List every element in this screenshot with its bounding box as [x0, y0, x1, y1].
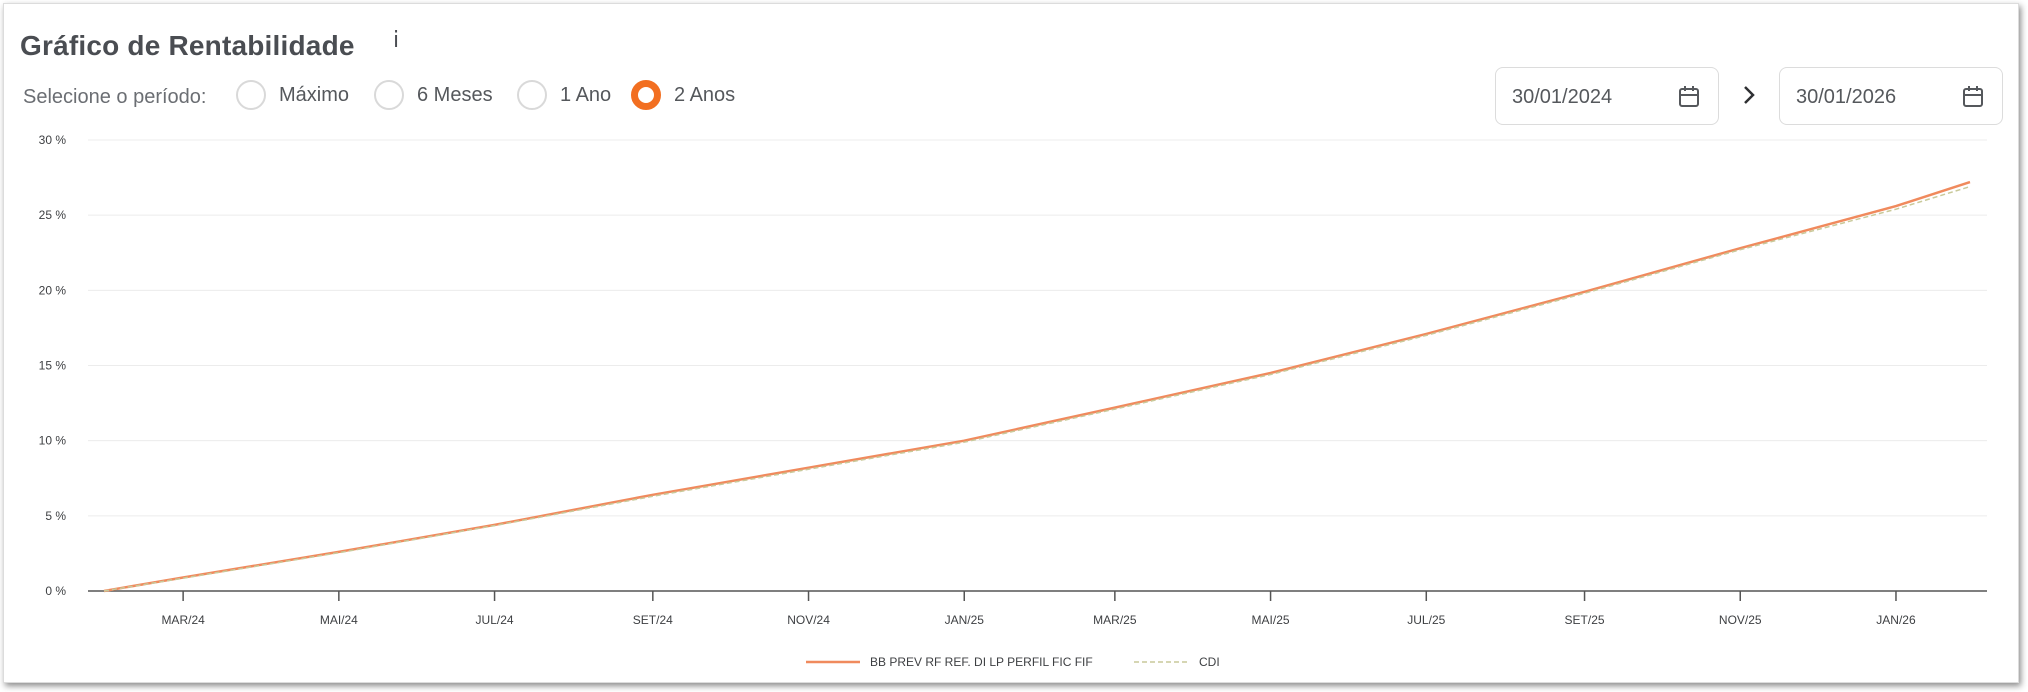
period-option-1-ano[interactable]: 1 Ano	[517, 80, 611, 110]
x-tick-label: JUL/25	[1407, 613, 1445, 627]
legend-fund-label: BB PREV RF REF. DI LP PERFIL FIC FIF	[870, 655, 1093, 669]
page-title: Gráfico de Rentabilidade	[20, 30, 355, 61]
calendar-icon[interactable]	[1962, 85, 1984, 109]
y-tick-label: 10 %	[39, 434, 67, 448]
y-tick-label: 25 %	[39, 208, 67, 222]
x-tick-label: NOV/24	[787, 613, 830, 627]
end-date-field[interactable]: 30/01/2026	[1779, 67, 2003, 125]
period-label: Selecione o período:	[23, 86, 207, 108]
end-date-value: 30/01/2026	[1796, 86, 1897, 108]
y-tick-label: 20 %	[39, 283, 67, 297]
radio-selected-icon[interactable]	[631, 80, 661, 110]
fund-series-line	[103, 180, 1971, 593]
y-tick-label: 30 %	[39, 133, 67, 147]
radio-circle-icon[interactable]	[517, 80, 547, 110]
y-tick-label: 0 %	[45, 584, 66, 598]
x-tick-label: MAI/25	[1252, 613, 1290, 627]
x-tick-label: JAN/25	[945, 613, 985, 627]
chevron-right-icon	[1744, 86, 1755, 104]
cdi-series-line	[103, 185, 1971, 592]
period-option-6-meses[interactable]: 6 Meses	[374, 80, 493, 110]
x-tick-label: MAR/24	[161, 613, 205, 627]
x-tick-label: MAR/25	[1093, 613, 1137, 627]
start-date-field[interactable]: 30/01/2024	[1495, 67, 1719, 125]
x-tick-label: JUL/24	[476, 613, 514, 627]
radio-circle-icon[interactable]	[374, 80, 404, 110]
x-tick-label: JAN/26	[1876, 613, 1916, 627]
period-option-2-anos[interactable]: 2 Anos	[631, 80, 735, 110]
legend-cdi-label: CDI	[1199, 655, 1220, 669]
period-option-label: Máximo	[279, 83, 350, 106]
chart-card	[3, 3, 2019, 683]
y-tick-label: 5 %	[45, 509, 66, 523]
period-option-label: 2 Anos	[674, 83, 736, 106]
y-tick-label: 15 %	[39, 359, 67, 373]
calendar-icon[interactable]	[1678, 85, 1700, 109]
x-tick-label: NOV/25	[1719, 613, 1762, 627]
x-tick-label: SET/24	[633, 613, 673, 627]
period-option-maximo[interactable]: Máximo	[236, 80, 349, 110]
radio-circle-icon[interactable]	[236, 80, 266, 110]
start-date-value: 30/01/2024	[1512, 86, 1613, 108]
period-option-label: 1 Ano	[560, 83, 612, 106]
info-icon[interactable]: i	[393, 28, 400, 53]
x-tick-label: SET/25	[1565, 613, 1605, 627]
x-tick-label: MAI/24	[320, 613, 358, 627]
period-option-label: 6 Meses	[417, 83, 493, 106]
